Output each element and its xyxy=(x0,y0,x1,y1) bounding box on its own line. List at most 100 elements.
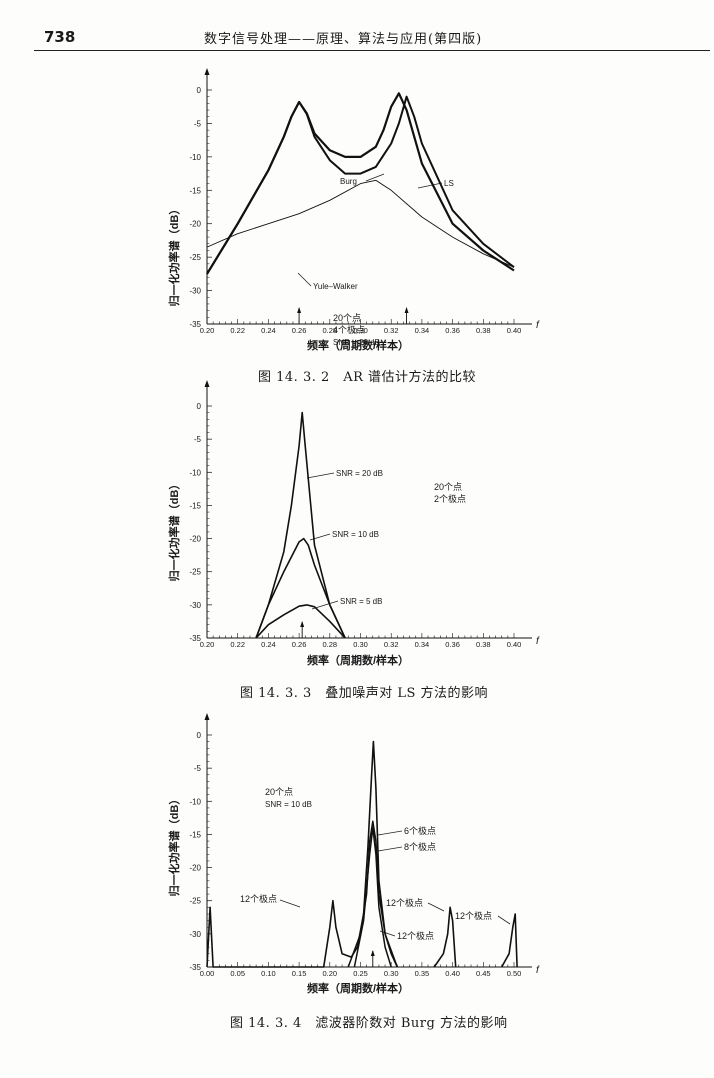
x-tick-label: 0.36 xyxy=(445,640,460,649)
x-tick-label: 0.20 xyxy=(200,326,215,335)
y-tick-label: -20 xyxy=(189,864,201,873)
x-tick-label: 0.22 xyxy=(230,640,245,649)
points-note: 20个点 xyxy=(333,313,361,323)
yule-walker-label: Yule–Walker xyxy=(313,282,358,291)
figure-14-3-2: 归一化功率谱（dB） 频率（周期数/样本） f Burg LS Yule–Wal… xyxy=(167,68,540,352)
x-tick-label: 0.24 xyxy=(261,640,276,649)
y-axis-arrowhead xyxy=(204,68,210,75)
12-poles-leader-right xyxy=(497,915,511,925)
x-tick-label: 0.20 xyxy=(200,640,215,649)
series-ls xyxy=(206,95,515,275)
x-tick-label: 0.26 xyxy=(292,326,307,335)
figure-14-3-3: 归一化功率谱（dB） 频率（周期数/样本） f SNR = 20 dB SNR … xyxy=(167,380,540,667)
series-snr-10-db xyxy=(255,537,346,639)
ls-leader xyxy=(417,182,443,189)
frequency-marker-arrowhead xyxy=(300,621,305,627)
caption-14-3-2: 图 14. 3. 2 AR 谱估计方法的比较 xyxy=(258,370,477,385)
series-12-0-50 xyxy=(501,913,518,968)
ls-label: LS xyxy=(444,179,454,188)
12-poles-label-bottom: 12个极点 xyxy=(397,930,434,941)
poles-note: 4个极点 xyxy=(333,324,365,335)
12-poles-leader-center xyxy=(427,902,445,912)
x-tick-label: 0.30 xyxy=(353,326,368,335)
6-poles-label: 6个极点 xyxy=(404,825,436,836)
x-tick-label: 0.25 xyxy=(353,969,368,978)
frequency-marker-arrowhead xyxy=(370,950,375,956)
x-axis-label: 频率（周期数/样本） xyxy=(307,981,409,995)
snr20-leader xyxy=(306,472,335,479)
y-axis-arrowhead xyxy=(204,380,210,387)
header-rule xyxy=(34,50,710,51)
x-tick-label: 0.30 xyxy=(384,969,399,978)
snr-note: SNR = 10 dB xyxy=(265,800,312,809)
x-tick-label: 0.28 xyxy=(322,326,337,335)
snr5-label: SNR = 5 dB xyxy=(340,597,382,606)
caption-14-3-4: 图 14. 3. 4 滤波器阶数对 Burg 方法的影响 xyxy=(230,1016,508,1031)
points-note: 20个点 xyxy=(265,787,293,797)
f-axis-symbol: f xyxy=(536,320,540,331)
y-tick-label: -25 xyxy=(189,253,201,262)
y-tick-label: 0 xyxy=(197,402,202,411)
x-tick-label: 0.26 xyxy=(292,640,307,649)
x-tick-label: 0.34 xyxy=(415,326,430,335)
y-axis-label: 归一化功率谱（dB） xyxy=(167,204,181,307)
y-tick-label: -15 xyxy=(189,186,201,195)
y-tick-label: -20 xyxy=(189,535,201,544)
y-tick-label: -30 xyxy=(189,930,201,939)
y-axis-label: 归一化功率谱（dB） xyxy=(167,794,181,897)
x-tick-label: 0.22 xyxy=(230,326,245,335)
y-axis-arrowhead xyxy=(204,713,210,720)
series-snr-20-db xyxy=(255,411,346,639)
burg-label: Burg xyxy=(340,177,357,186)
y-axis-label: 归一化功率谱（dB） xyxy=(167,479,181,582)
x-axis-label: 频率（周期数/样本） xyxy=(307,653,409,667)
frequency-marker-arrowhead xyxy=(297,307,302,313)
x-tick-label: 0.20 xyxy=(322,969,337,978)
x-tick-label: 0.32 xyxy=(384,640,399,649)
x-tick-label: 0.40 xyxy=(445,969,460,978)
points-note: 20个点 xyxy=(434,482,462,492)
series-yule-walker xyxy=(206,179,515,268)
y-tick-label: -30 xyxy=(189,287,201,296)
snr-note: SNR = 20 dB xyxy=(333,338,380,347)
12-poles-label-center: 12个极点 xyxy=(386,897,423,908)
yule-walker-leader xyxy=(297,272,312,287)
y-tick-label: -10 xyxy=(189,153,201,162)
y-tick-label: -15 xyxy=(189,501,201,510)
y-tick-label: -30 xyxy=(189,601,201,610)
12-poles-leader-left xyxy=(279,899,301,908)
y-tick-label: -20 xyxy=(189,220,201,229)
x-tick-label: 0.38 xyxy=(476,326,491,335)
y-tick-label: -5 xyxy=(194,435,202,444)
snr20-label: SNR = 20 dB xyxy=(336,469,383,478)
x-axis-label: 频率（周期数/样本） xyxy=(307,338,409,352)
running-title: 数字信号处理——原理、算法与应用(第四版) xyxy=(204,32,483,47)
series-12 xyxy=(206,740,399,968)
x-tick-label: 0.45 xyxy=(476,969,491,978)
series-6 xyxy=(347,820,399,968)
figure-14-3-4: 归一化功率谱（dB） 频率（周期数/样本） f 20个点 SNR = 10 dB… xyxy=(167,713,540,995)
y-tick-label: 0 xyxy=(197,86,202,95)
x-tick-label: 0.34 xyxy=(415,640,430,649)
page-header: 738 数字信号处理——原理、算法与应用(第四版) xyxy=(0,0,714,52)
12-poles-label-left: 12个极点 xyxy=(240,893,277,904)
y-tick-label: 0 xyxy=(197,731,202,740)
page-number: 738 xyxy=(44,28,76,46)
x-tick-label: 0.15 xyxy=(292,969,307,978)
y-tick-label: -5 xyxy=(194,119,202,128)
x-tick-label: 0.40 xyxy=(507,640,522,649)
x-tick-label: 0.36 xyxy=(445,326,460,335)
y-tick-label: -10 xyxy=(189,797,201,806)
y-tick-label: -25 xyxy=(189,897,201,906)
snr10-label: SNR = 10 dB xyxy=(332,530,379,539)
y-tick-label: -25 xyxy=(189,568,201,577)
y-tick-label: -35 xyxy=(189,320,201,329)
frequency-marker-arrowhead xyxy=(404,307,409,313)
caption-14-3-3: 图 14. 3. 3 叠加噪声对 LS 方法的影响 xyxy=(240,686,489,701)
x-tick-label: 0.30 xyxy=(353,640,368,649)
x-tick-label: 0.00 xyxy=(200,969,215,978)
y-tick-label: -15 xyxy=(189,830,201,839)
poles-note: 2个极点 xyxy=(434,493,466,504)
f-axis-symbol: f xyxy=(536,965,540,976)
y-tick-label: -10 xyxy=(189,468,201,477)
